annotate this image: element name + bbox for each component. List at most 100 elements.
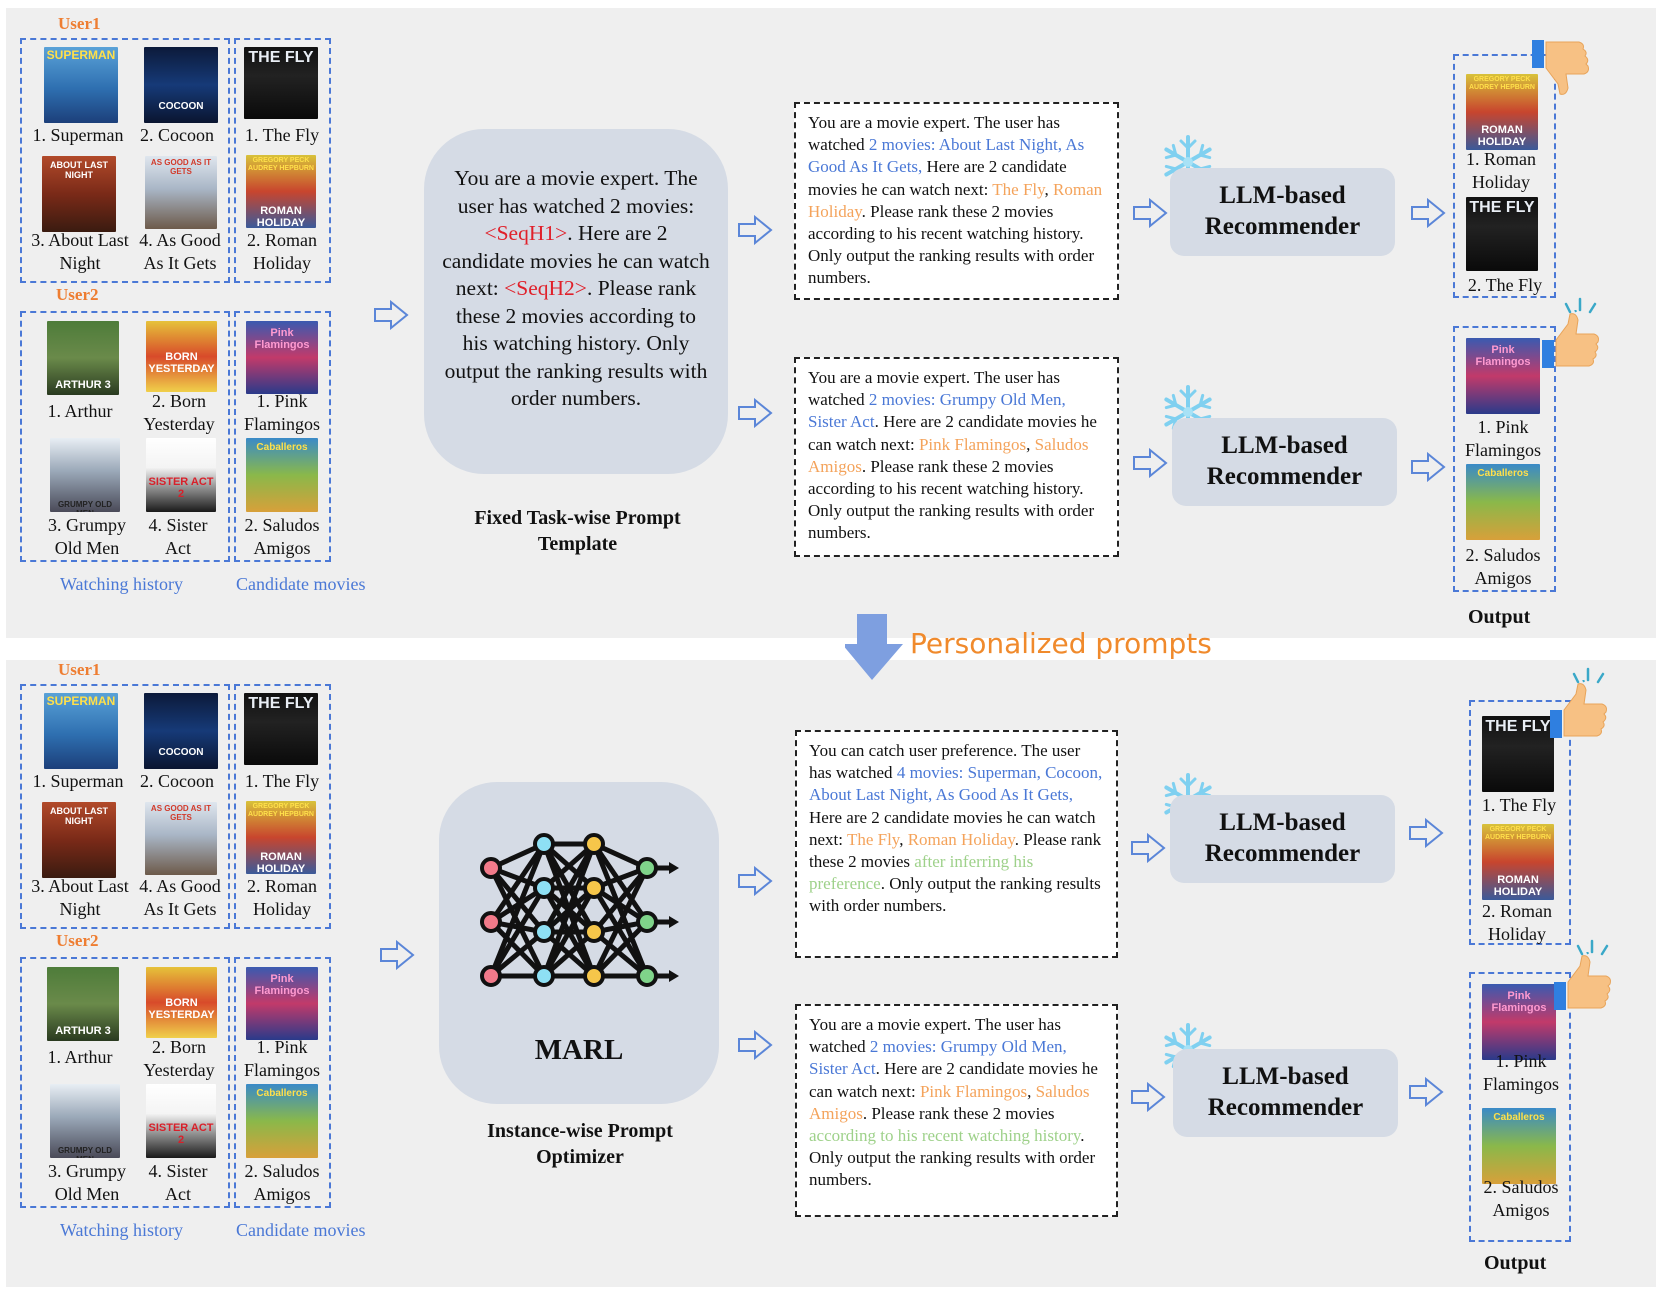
poster-title: Pink Flamingos [254,973,310,997]
poster-superman: SUPERMAN [44,47,118,123]
candidate-caption: 2. Saludos Amigos [244,515,320,558]
poster-grumpy-old-men: GRUMPY OLD MEN [50,438,120,512]
prompt-segment: Pink Flamingos [919,1081,1028,1101]
poster-title: ROMAN HOLIDAY [256,205,306,228]
user1-history-box [20,38,230,283]
template-caption: Fixed Task-wise Prompt Template [474,507,681,555]
poster-sister-act: SISTER ACT 2 [146,1084,216,1158]
hollow-arrow-icon [1411,198,1446,228]
recommender-label: LLM-based Recommender [1204,182,1361,240]
history-caption: 3. Grumpy Old Men [48,1161,126,1204]
poster-saludos-amigos: Caballeros [246,1084,318,1158]
user2-label: User2 [56,931,99,950]
poster-as-good-as-it-gets: AS GOOD AS IT GETS [145,156,217,229]
prompt-segment: The Fly [992,179,1045,199]
poster-title: SUPERMAN [46,694,116,708]
prompt-segment: . Please rank these 2 movies according t… [444,276,708,410]
output-label: Output [1468,606,1531,628]
user1-label: User1 [58,660,101,679]
prompt-box: You are a movie expert. The user has wat… [794,102,1119,300]
output-box-3 [1469,700,1571,945]
thumbs-up-icon [1542,310,1599,368]
instance-wise-prompt-optimizer: MARL [439,782,719,1104]
thumbs-up-icon [1554,952,1611,1010]
hollow-arrow-icon [738,215,773,245]
prompt-text: You are a movie expert. The user has wat… [809,1014,1106,1192]
poster-title: ROMAN HOLIDAY [256,851,306,874]
prompt-segment: You are a movie expert. The user has wat… [454,166,698,218]
poster-credits: GREGORY PECK AUDREY HEPBURN [248,803,314,818]
history-caption: 2. Cocoon [140,771,214,791]
prompt-segment: The Fly [846,829,900,849]
poster-title: ARTHUR 3 [55,1025,111,1037]
poster-sister-act: SISTER ACT 2 [146,438,216,512]
poster-saludos-amigos: Caballeros [1482,1108,1556,1184]
prompt-segment: . Only output the ranking results with o… [809,1126,1096,1190]
output-box-2 [1453,326,1556,592]
poster-saludos-amigos: Caballeros [246,438,318,512]
watching-history-label: Watching history [60,1220,184,1240]
prompt-segment: Here are 2 candidate movies he can watch… [809,807,1096,849]
history-caption: 2. Born Yesterday [143,1037,215,1080]
poster-credits: GREGORY PECK AUDREY HEPBURN [1485,826,1551,841]
poster-arthur: ARTHUR 3 [47,967,119,1041]
hollow-arrow-icon [1133,448,1168,478]
prompt-segment: <SeqH2> [504,276,587,300]
poster-about-last-night: ABOUT LAST NIGHT [42,802,116,878]
hollow-arrow-icon [1133,198,1168,228]
poster-title: BORN YESTERDAY [148,997,215,1021]
hollow-arrow-icon [1131,833,1166,863]
sparkle-icon [1564,297,1597,314]
poster-cocoon: COCOON [144,47,218,123]
history-caption: 4. Sister Act [148,1161,208,1204]
poster-title: GRUMPY OLD MEN [57,1146,113,1158]
prompt-segment: 2 movies: Grumpy Old Men, Sister Act [808,390,1066,432]
prompt-segment: You can catch user preference. The user … [809,741,1081,783]
prompt-segment: , [1044,179,1054,199]
poster-as-good-as-it-gets: AS GOOD AS IT GETS [145,802,217,875]
hollow-arrow-icon [738,866,773,896]
poster-title: THE FLY [1469,199,1535,216]
user1-history-box [20,684,230,929]
history-caption: 4. As Good As It Gets [139,230,221,273]
poster-title: ROMAN HOLIDAY [1477,124,1527,148]
watching-history-label: Watching history [60,574,184,594]
poster-title: Pink Flamingos [1475,344,1531,368]
thumbs-down-icon [1532,40,1589,95]
poster-title: SISTER ACT 2 [148,1122,214,1146]
user2-history-box [20,957,230,1208]
prompt-segment: 2 movies: Grumpy Old Men, Sister Act [809,1037,1067,1079]
hollow-arrow-icon [1409,1077,1444,1107]
hollow-arrow-icon [1409,818,1444,848]
hollow-arrow-icon [1411,452,1446,482]
poster-title: Caballeros [1477,468,1529,479]
transition-label: Personalized prompts [910,627,1212,660]
prompt-segment: . Here are 2 candidate movies he can wat… [808,412,1097,454]
history-caption: 3. Grumpy Old Men [48,515,126,558]
prompt-box: You are a movie expert. The user has wat… [795,1004,1118,1217]
output-caption: 2. Saludos Amigos [1465,545,1541,588]
poster-credits: GREGORY PECK AUDREY HEPBURN [1469,76,1535,91]
poster-title: COCOON [158,101,204,112]
poster-title: SISTER ACT 2 [148,476,214,500]
poster-title: SUPERMAN [46,48,116,62]
poster-title: COCOON [158,747,204,758]
prompt-segment: You are a movie expert. The user has wat… [809,1015,1061,1057]
poster-the-fly: THE FLY [244,693,318,765]
output-label: Output [1484,1252,1547,1274]
output-caption: 1. Roman Holiday [1466,149,1536,192]
thumbs-up-icon [1550,680,1607,738]
poster-title: ABOUT LAST NIGHT [50,806,108,826]
output-box-4 [1469,972,1571,1242]
recommender-label: LLM-based Recommender [1204,809,1361,867]
poster-pink-flamingos: Pink Flamingos [246,321,318,394]
candidate-movies-label: Candidate movies [236,1220,366,1240]
poster-title: Pink Flamingos [254,327,310,351]
user2-label: User2 [56,285,99,304]
llm-recommender: LLM-based Recommender [1173,1049,1398,1137]
optimizer-name: MARL [534,1034,624,1066]
prompt-segment: <SeqH1> [484,221,568,245]
user1-candidates-box [234,684,331,929]
poster-pink-flamingos: Pink Flamingos [1466,338,1540,414]
optimizer-caption: Instance-wise Prompt Optimizer [487,1120,673,1168]
